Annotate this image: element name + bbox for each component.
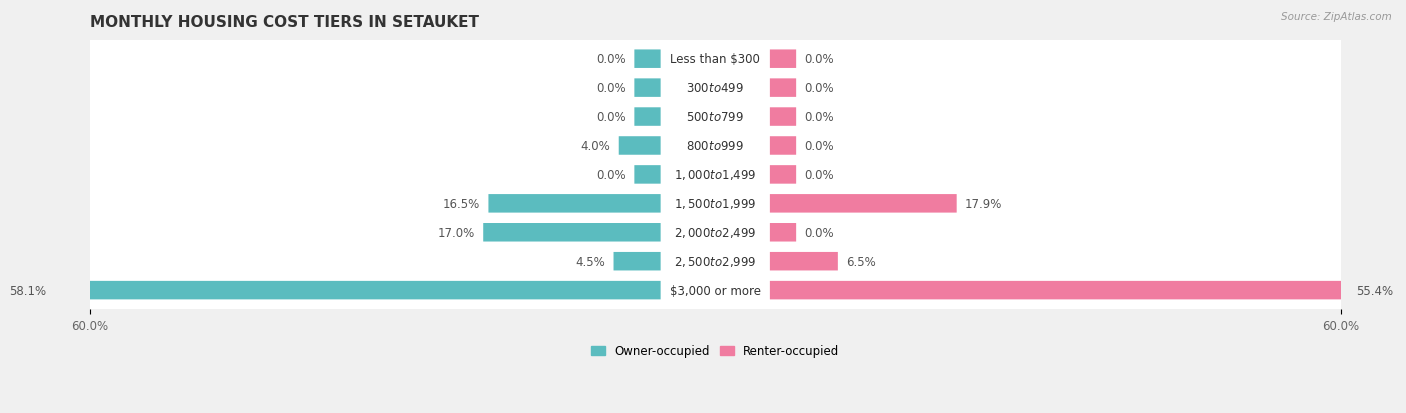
Text: 17.0%: 17.0%	[437, 226, 475, 239]
FancyBboxPatch shape	[770, 137, 796, 155]
Text: $1,500 to $1,999: $1,500 to $1,999	[673, 197, 756, 211]
FancyBboxPatch shape	[82, 69, 1348, 108]
FancyBboxPatch shape	[770, 108, 796, 126]
Text: 16.5%: 16.5%	[443, 197, 481, 210]
FancyBboxPatch shape	[634, 79, 661, 97]
Text: $2,500 to $2,999: $2,500 to $2,999	[673, 254, 756, 268]
FancyBboxPatch shape	[82, 242, 1348, 282]
FancyBboxPatch shape	[613, 252, 661, 271]
FancyBboxPatch shape	[82, 97, 1348, 137]
Text: $1,000 to $1,499: $1,000 to $1,499	[673, 168, 756, 182]
Text: $3,000 or more: $3,000 or more	[669, 284, 761, 297]
FancyBboxPatch shape	[770, 281, 1347, 300]
FancyBboxPatch shape	[488, 195, 661, 213]
Text: 6.5%: 6.5%	[846, 255, 876, 268]
Text: 55.4%: 55.4%	[1355, 284, 1393, 297]
Text: $2,000 to $2,499: $2,000 to $2,499	[673, 226, 756, 240]
FancyBboxPatch shape	[634, 108, 661, 126]
Text: 4.5%: 4.5%	[575, 255, 606, 268]
Text: Less than $300: Less than $300	[671, 53, 761, 66]
Text: $800 to $999: $800 to $999	[686, 140, 744, 153]
FancyBboxPatch shape	[82, 126, 1348, 166]
Text: 0.0%: 0.0%	[596, 111, 626, 124]
Text: 0.0%: 0.0%	[596, 53, 626, 66]
Legend: Owner-occupied, Renter-occupied: Owner-occupied, Renter-occupied	[586, 340, 844, 362]
Text: 0.0%: 0.0%	[596, 169, 626, 181]
FancyBboxPatch shape	[82, 271, 1348, 310]
FancyBboxPatch shape	[770, 166, 796, 184]
Text: $500 to $799: $500 to $799	[686, 111, 744, 124]
FancyBboxPatch shape	[634, 166, 661, 184]
Text: 0.0%: 0.0%	[804, 53, 834, 66]
FancyBboxPatch shape	[634, 50, 661, 69]
Text: 0.0%: 0.0%	[804, 226, 834, 239]
Text: 0.0%: 0.0%	[804, 111, 834, 124]
FancyBboxPatch shape	[770, 223, 796, 242]
Text: 4.0%: 4.0%	[581, 140, 610, 153]
Text: MONTHLY HOUSING COST TIERS IN SETAUKET: MONTHLY HOUSING COST TIERS IN SETAUKET	[90, 15, 479, 30]
FancyBboxPatch shape	[770, 79, 796, 97]
Text: 0.0%: 0.0%	[804, 140, 834, 153]
Text: 0.0%: 0.0%	[804, 169, 834, 181]
FancyBboxPatch shape	[82, 155, 1348, 195]
FancyBboxPatch shape	[619, 137, 661, 155]
FancyBboxPatch shape	[82, 184, 1348, 224]
Text: Source: ZipAtlas.com: Source: ZipAtlas.com	[1281, 12, 1392, 22]
FancyBboxPatch shape	[770, 195, 956, 213]
Text: 0.0%: 0.0%	[596, 82, 626, 95]
FancyBboxPatch shape	[55, 281, 661, 300]
FancyBboxPatch shape	[770, 252, 838, 271]
Text: 58.1%: 58.1%	[10, 284, 46, 297]
FancyBboxPatch shape	[770, 50, 796, 69]
Text: 0.0%: 0.0%	[804, 82, 834, 95]
Text: $300 to $499: $300 to $499	[686, 82, 744, 95]
FancyBboxPatch shape	[484, 223, 661, 242]
FancyBboxPatch shape	[82, 213, 1348, 253]
FancyBboxPatch shape	[82, 40, 1348, 79]
Text: 17.9%: 17.9%	[965, 197, 1002, 210]
